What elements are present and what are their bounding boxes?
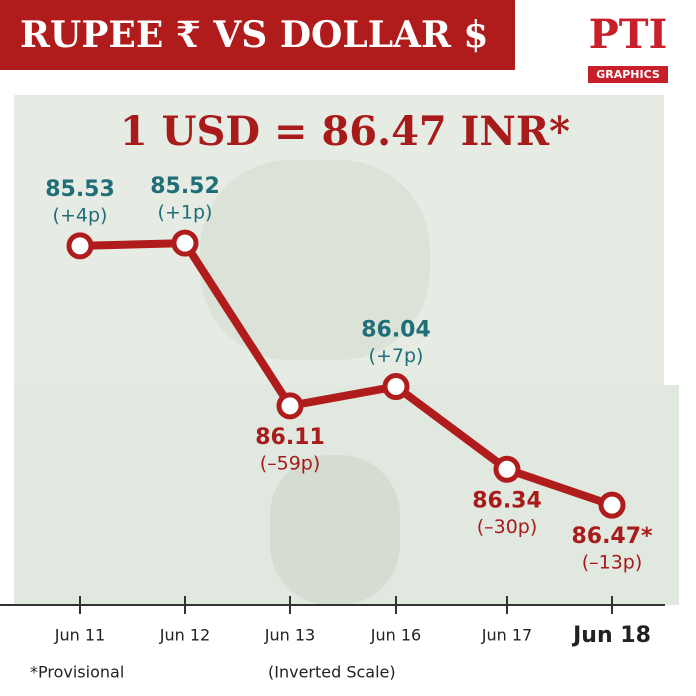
chart-title: RUPEE ₹ VS DOLLAR $ <box>20 14 488 56</box>
title-banner <box>0 0 515 70</box>
portrait <box>270 455 400 605</box>
marker <box>276 392 304 420</box>
logo-box <box>588 66 668 83</box>
change-label: (–30p) <box>477 516 538 538</box>
value-label: 86.04 <box>361 318 431 343</box>
x-tick-label: Jun 18 <box>571 623 651 648</box>
value-label: 86.11 <box>255 425 325 450</box>
change-label: (–13p) <box>582 552 643 574</box>
x-tick-label: Jun 16 <box>370 626 421 645</box>
marker <box>382 373 410 401</box>
x-tick-label: Jun 11 <box>54 626 105 645</box>
marker <box>598 491 626 519</box>
x-tick-label: Jun 17 <box>481 626 532 645</box>
change-label: (–59p) <box>260 452 321 474</box>
portrait <box>200 160 430 360</box>
value-label: 85.53 <box>45 177 115 202</box>
scale-note: (Inverted Scale) <box>268 663 396 682</box>
logo: PTI <box>589 11 668 58</box>
line <box>79 239 614 509</box>
change-label: (+1p) <box>158 202 213 224</box>
footnote: *Provisional <box>30 663 124 682</box>
change-label: (+7p) <box>369 345 424 367</box>
x-tick-label: Jun 12 <box>159 626 210 645</box>
value-label: 85.52 <box>150 174 220 199</box>
change-label: (+4p) <box>53 204 108 226</box>
marker <box>66 232 94 260</box>
value-label: 86.47* <box>571 524 653 549</box>
logo-subtitle: GRAPHICS <box>596 68 660 81</box>
x-tick-label: Jun 13 <box>264 626 315 645</box>
headline: 1 USD = 86.47 INR* <box>120 108 570 155</box>
marker <box>171 229 199 257</box>
value-label: 86.34 <box>472 488 542 513</box>
marker <box>493 455 521 483</box>
